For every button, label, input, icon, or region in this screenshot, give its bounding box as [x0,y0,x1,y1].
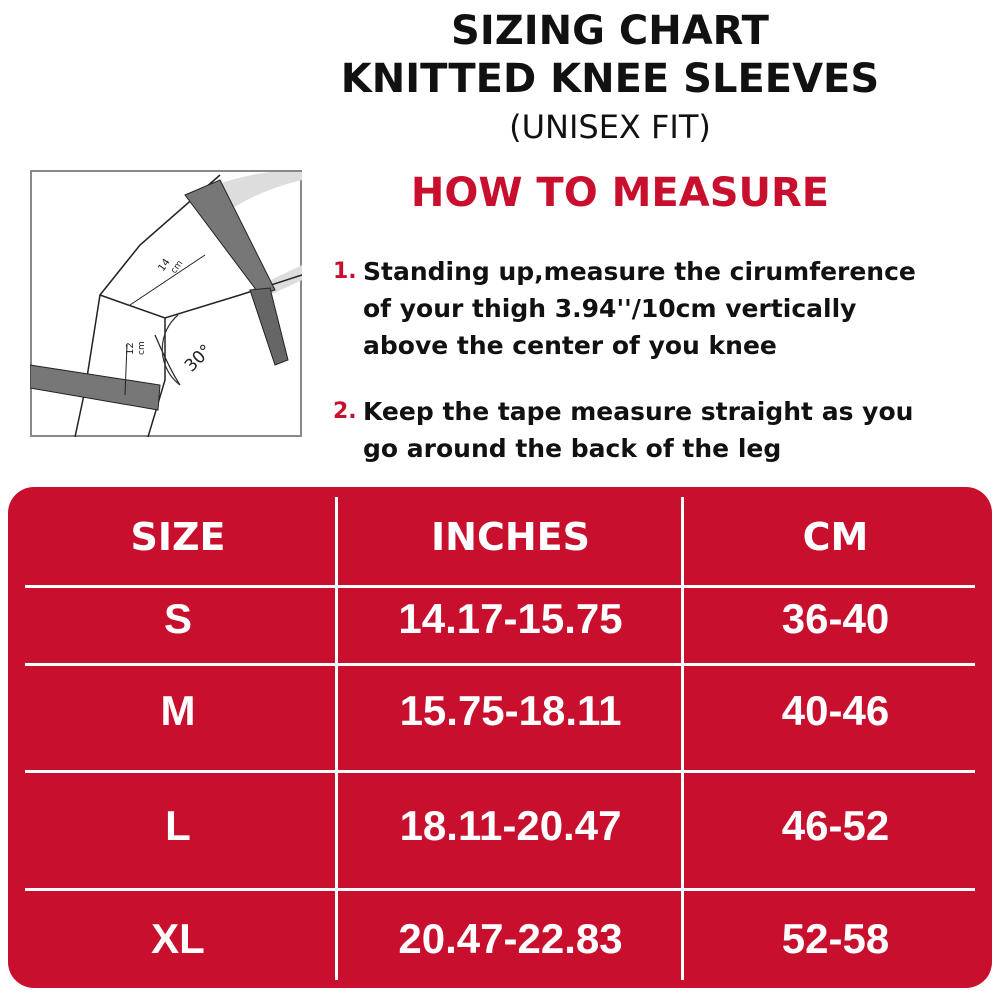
row-divider [25,585,975,588]
header-cm: CM [802,515,869,559]
measure-step-2: 2. Keep the tape measure straight as you… [333,393,913,467]
how-to-measure-heading: HOW TO MEASURE [410,170,830,216]
header-inches: INCHES [431,515,590,559]
row-divider [25,770,975,773]
cell-inches: 20.47-22.83 [398,915,623,962]
cell-cm: 52-58 [781,915,890,962]
cell-cm: 46-52 [781,802,890,849]
step-line: above the center of you knee [363,331,777,360]
row-divider [25,888,975,891]
cell-inches: 18.11-20.47 [399,802,622,849]
cell-cm: 40-46 [781,687,890,734]
cell-inches: 14.17-15.75 [398,595,623,642]
step-line: go around the back of the leg [363,434,782,463]
cell-size: M [160,687,196,734]
subtitle: (UNISEX FIT) [509,108,711,146]
step-number: 1. [333,259,357,284]
cell-size: S [163,595,192,642]
lower-length-unit: cm [137,341,147,355]
step-line: of your thigh 3.94''/10cm vertically [363,294,857,323]
measure-step-1: 1. Standing up,measure the cirumference … [333,253,916,364]
knee-measure-diagram: 14 cm 12 cm 30° [30,170,302,437]
step-line: Standing up,measure the cirumference [363,257,916,286]
step-number: 2. [333,399,357,424]
header-size: SIZE [130,515,226,559]
cell-cm: 36-40 [781,595,890,642]
column-divider [335,497,338,980]
cell-size: L [165,802,191,849]
column-divider [681,497,684,980]
title-line-2: KNITTED KNEE SLEEVES [340,56,880,102]
size-table: SIZE INCHES CM S 14.17-15.75 36-40 M 15.75-18.1… [8,487,992,988]
cell-inches: 15.75-18.11 [399,687,622,734]
row-divider [25,663,975,666]
step-line: Keep the tape measure straight as you [363,397,914,426]
lower-length-label: 12 [125,342,136,355]
title-line-1: SIZING CHART [451,8,769,54]
cell-size: XL [151,915,205,962]
